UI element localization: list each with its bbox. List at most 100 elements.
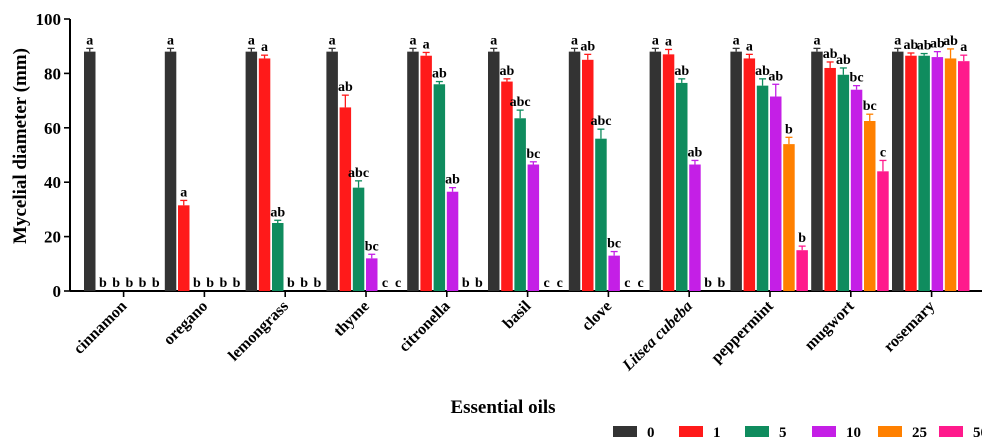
significance-label: b: [704, 276, 712, 291]
legend-swatch: [878, 426, 902, 437]
x-tick-label: mugwort: [802, 297, 858, 353]
bar-rosemary-1: [905, 55, 917, 291]
bar-clove-10: [608, 255, 620, 291]
significance-label: ab: [580, 39, 595, 54]
bar-citronella-1: [420, 55, 432, 291]
bar-mugwort-10: [850, 89, 863, 291]
significance-label: a: [652, 33, 659, 48]
significance-label: bc: [863, 99, 877, 114]
significance-label: abc: [348, 166, 369, 181]
significance-label: c: [543, 276, 549, 291]
y-axis-title: Mycelial diameter (mm): [10, 48, 31, 244]
bar-peppermint-50: [796, 250, 808, 291]
bar-thyme-0: [326, 51, 338, 291]
y-tick-label: 80: [44, 64, 61, 83]
significance-label: b: [462, 276, 470, 291]
legend-label: 10: [846, 425, 861, 441]
significance-label: b: [313, 276, 321, 291]
x-tick-label: lemongrass: [225, 298, 292, 365]
significance-label: ab: [500, 64, 515, 79]
legend-label: 5: [779, 425, 787, 441]
significance-label: ab: [674, 64, 689, 79]
bar-oregano-0: [164, 51, 177, 291]
x-tick-label: basil: [500, 297, 535, 332]
significance-label: ab: [823, 47, 838, 62]
significance-label: ab: [930, 37, 945, 52]
significance-label: c: [395, 276, 401, 291]
legend-swatch: [939, 426, 963, 437]
significance-label: ab: [917, 39, 932, 54]
significance-label: a: [86, 33, 93, 48]
y-tick-label: 100: [36, 10, 62, 29]
significance-label: a: [894, 33, 901, 48]
bar-litsea-cubeba-0: [649, 51, 662, 291]
significance-label: bc: [526, 147, 540, 162]
y-tick-label: 40: [44, 173, 61, 192]
bar-mugwort-50: [877, 171, 889, 291]
significance-label: a: [733, 33, 740, 48]
significance-label: ab: [904, 38, 919, 53]
bar-litsea-cubeba-5: [676, 82, 688, 291]
significance-label: b: [99, 276, 107, 291]
y-tick-label: 60: [44, 119, 61, 138]
bar-mugwort-5: [837, 74, 850, 291]
significance-label: bc: [850, 71, 864, 86]
bar-basil-1: [501, 81, 513, 291]
bar-lemongrass-1: [258, 58, 271, 291]
bars: [84, 47, 970, 292]
bar-peppermint-1: [743, 58, 756, 291]
significance-label: b: [125, 276, 133, 291]
bar-basil-5: [514, 118, 526, 291]
significance-label: bc: [607, 237, 621, 252]
significance-label: b: [300, 276, 308, 291]
significance-label: ab: [432, 67, 447, 82]
bar-peppermint-5: [756, 85, 769, 291]
bar-clove-1: [582, 59, 594, 291]
bar-lemongrass-5: [272, 223, 284, 291]
significance-label: b: [798, 231, 806, 246]
x-axis-title: Essential oils: [450, 397, 555, 418]
significance-label: b: [475, 276, 483, 291]
significance-label: a: [248, 33, 255, 48]
legend-swatch: [679, 426, 703, 437]
bar-mugwort-0: [811, 51, 823, 291]
bar-citronella-0: [407, 51, 419, 291]
bar-citronella-5: [433, 84, 446, 291]
significance-label: b: [139, 276, 147, 291]
x-tick-label: citronella: [396, 298, 454, 356]
significance-label: a: [813, 33, 820, 48]
bar-thyme-1: [339, 107, 352, 292]
bar-rosemary-5: [918, 55, 930, 291]
significance-label: c: [637, 276, 643, 291]
bar-peppermint-10: [770, 96, 782, 292]
significance-label: abc: [590, 114, 611, 129]
significance-label: a: [746, 39, 753, 54]
significance-label: c: [557, 276, 563, 291]
bar-peppermint-25: [783, 144, 795, 291]
significance-label: a: [490, 33, 497, 48]
legend-swatch: [745, 426, 769, 437]
legend-swatch: [613, 426, 637, 437]
significance-label: a: [409, 33, 416, 48]
x-tick-label: peppermint: [708, 297, 777, 366]
significance-label: a: [423, 37, 430, 52]
bar-peppermint-0: [730, 51, 742, 291]
legend-label: 0: [647, 425, 655, 441]
significance-label: c: [382, 276, 388, 291]
legend: 0 1 5 10 25 50: [613, 425, 982, 441]
significance-label: b: [233, 276, 241, 291]
significance-label: a: [571, 33, 578, 48]
significance-label: b: [152, 276, 160, 291]
significance-label: ab: [943, 34, 958, 49]
bar-basil-0: [488, 51, 500, 291]
y-tick-label: 0: [53, 282, 62, 301]
x-tick-label: oregano: [160, 298, 211, 349]
bar-rosemary-0: [892, 51, 904, 291]
significance-label: bc: [365, 239, 379, 254]
significance-label: b: [112, 276, 120, 291]
significance-label: b: [717, 276, 725, 291]
bar-basil-10: [527, 164, 540, 291]
legend-swatch: [812, 426, 836, 437]
bar-rosemary-10: [931, 57, 944, 291]
